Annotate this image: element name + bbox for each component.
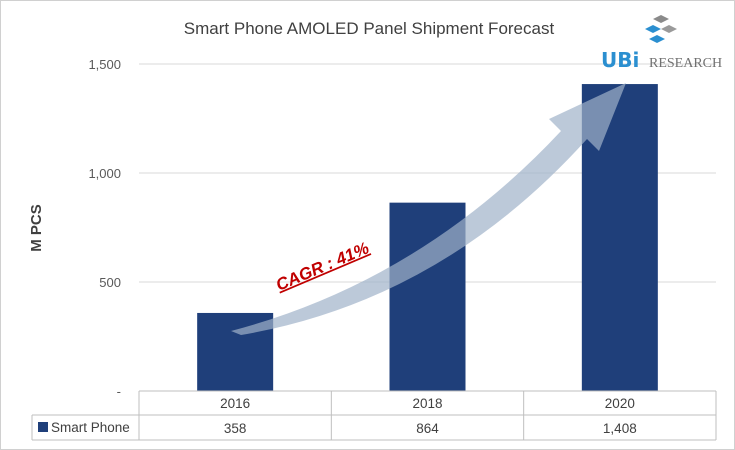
y-axis-label: M PCS: [28, 204, 45, 252]
y-tick-label: 1,500: [88, 57, 121, 72]
svg-text:UBi: UBi: [601, 48, 639, 72]
legend-swatch: [38, 422, 48, 432]
y-tick-label: -: [117, 384, 121, 399]
data-table-value: 864: [416, 421, 439, 436]
y-tick-label: 500: [99, 275, 121, 290]
legend-label: Smart Phone: [51, 420, 130, 435]
svg-text:RESEARCH: RESEARCH: [649, 56, 722, 71]
data-table-value: 358: [224, 421, 247, 436]
x-tick-label: 2018: [412, 396, 442, 411]
y-tick-label: 1,000: [88, 166, 121, 181]
growth-arrow: [231, 83, 626, 335]
chart-title: Smart Phone AMOLED Panel Shipment Foreca…: [184, 19, 555, 38]
data-table-value: 1,408: [603, 421, 637, 436]
ubi-research-logo: UBi RESEARCH: [601, 15, 722, 72]
x-tick-label: 2020: [605, 396, 635, 411]
x-tick-label: 2016: [220, 396, 250, 411]
